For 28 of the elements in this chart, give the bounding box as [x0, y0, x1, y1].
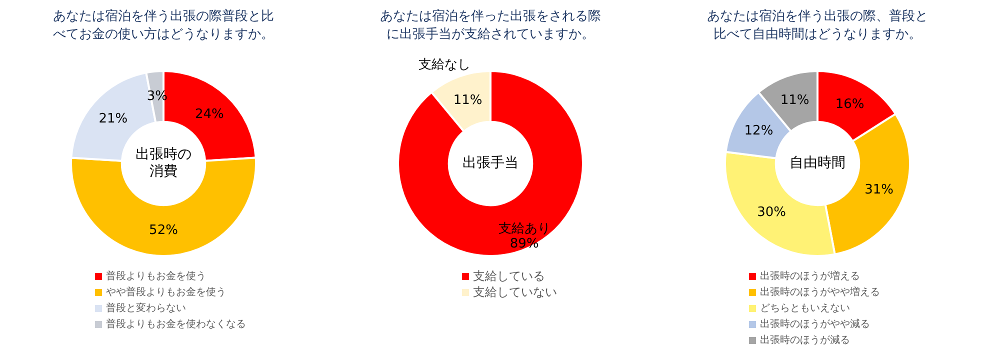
data-label: 12%	[744, 124, 774, 139]
chart-title: あなたは宿泊を伴った出張をされる際に出張手当が支給されていますか。	[379, 8, 602, 44]
text: 出張時の消費	[136, 146, 192, 180]
data-label: 52%	[149, 222, 178, 238]
legend-label: やや普段よりもお金を使う	[106, 286, 226, 299]
legend-label: 普段よりもお金を使う	[106, 270, 206, 283]
data-label: 16%	[835, 97, 864, 112]
legend-label: 出張時のほうが減る	[760, 334, 850, 347]
text: 自由時間	[790, 155, 846, 172]
legend-label: 普段と変わらない	[106, 302, 186, 315]
legend-label: 普段よりもお金を使わなくなる	[106, 318, 246, 331]
data-label: 11%	[780, 92, 810, 108]
chart-title: あなたは宿泊を伴う出張の際、普段と比べて自由時間はどうなりますか。	[706, 8, 929, 44]
legend-label: 支給している	[473, 268, 545, 284]
legend-label: 支給していない	[473, 284, 557, 300]
data-label: 31%	[864, 182, 894, 198]
legend-label: 出張時のほうがやや減る	[760, 318, 870, 331]
text: 支給あり	[498, 221, 550, 236]
data-label: 24%	[194, 106, 224, 122]
data-label: 21%	[98, 112, 128, 127]
legend-label: 出張時のほうがやや増える	[760, 286, 880, 299]
data-label: 11%	[453, 92, 482, 108]
legend-label: どちらともいえない	[760, 302, 850, 315]
data-label: 30%	[757, 204, 786, 220]
text: 出張手当	[462, 155, 518, 172]
legend-label: 出張時のほうが増える	[760, 270, 860, 283]
chart-title: あなたは宿泊を伴う出張の際普段と比べてお金の使い方はどうなりますか。	[52, 8, 275, 44]
text: 支給なし	[418, 58, 470, 73]
